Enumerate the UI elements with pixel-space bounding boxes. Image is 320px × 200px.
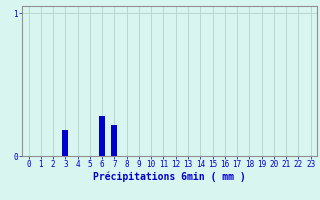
X-axis label: Précipitations 6min ( mm ): Précipitations 6min ( mm ): [93, 172, 246, 182]
Bar: [99, 116, 105, 156]
Bar: [111, 125, 117, 156]
Bar: [62, 130, 68, 156]
